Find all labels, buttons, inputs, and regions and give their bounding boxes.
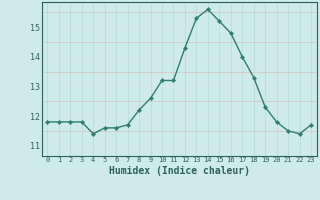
X-axis label: Humidex (Indice chaleur): Humidex (Indice chaleur) [109, 166, 250, 176]
